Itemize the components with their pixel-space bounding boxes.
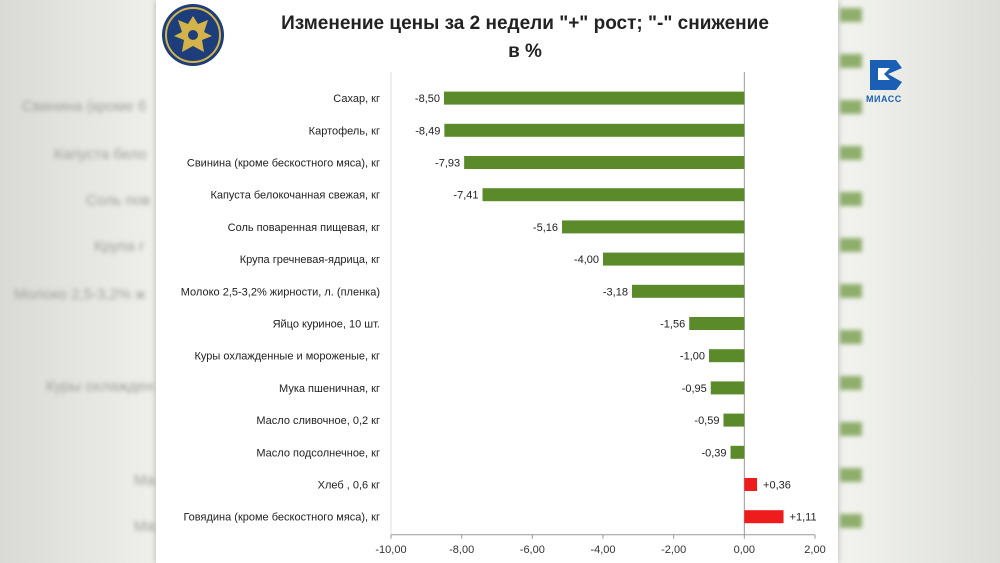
bar <box>689 317 745 330</box>
bar <box>482 188 745 202</box>
data-label: -8,50 <box>415 93 440 105</box>
bar <box>444 123 745 137</box>
ghost-label: Куры охлажден <box>46 378 154 395</box>
data-label: -0,59 <box>694 415 719 427</box>
bar <box>744 478 758 491</box>
ghost-bar <box>840 238 862 252</box>
bar <box>730 445 745 459</box>
ghost-bar <box>840 54 862 68</box>
data-label: -1,00 <box>680 351 705 363</box>
category-label: Мука пшеничная, кг <box>279 383 380 395</box>
x-tick-label: -4,00 <box>590 544 615 556</box>
x-tick-label: 0,00 <box>734 544 755 556</box>
ghost-bar <box>840 514 862 528</box>
channel-logo-text: МИАСС <box>866 94 902 104</box>
category-label: Сахар, кг <box>333 93 380 105</box>
ghost-bar <box>840 146 862 160</box>
ghost-label: Крупа г <box>94 238 145 255</box>
ghost-bar <box>840 284 862 298</box>
ghost-label: Ма <box>134 518 156 535</box>
bar <box>603 252 745 266</box>
ghost-bar <box>840 422 862 436</box>
chart-title-line2: в % <box>508 41 542 62</box>
bar <box>444 91 745 105</box>
data-label: -7,93 <box>435 158 460 170</box>
data-label: -0,95 <box>682 383 707 395</box>
data-label: +0,36 <box>763 480 791 492</box>
data-label: -3,18 <box>603 286 628 298</box>
data-label: -4,00 <box>574 254 599 266</box>
ghost-bar <box>840 8 862 22</box>
bar <box>464 156 745 169</box>
chart-title: Изменение цены за 2 недели "+" рост; "-"… <box>230 10 820 66</box>
ghost-bar <box>840 330 862 344</box>
x-tick-label: -2,00 <box>661 544 686 556</box>
category-label: Говядина (кроме бескостного мяса), кг <box>183 512 380 524</box>
category-label: Хлеб , 0,6 кг <box>318 480 380 492</box>
ghost-bar <box>840 100 862 114</box>
bar <box>744 510 784 524</box>
ghost-label: Капуста бело <box>54 146 147 163</box>
ghost-label: Соль пов <box>86 192 151 209</box>
x-tick-label: -8,00 <box>449 544 474 556</box>
data-label: -8,49 <box>415 125 440 137</box>
category-label: Крупа гречневая-ядрица, кг <box>240 254 380 266</box>
category-label: Свинина (кроме бескостного мяса), кг <box>187 158 380 170</box>
x-tick-label: 2,00 <box>804 544 825 556</box>
ghost-label: Молоко 2,5-3,2% ж <box>14 286 146 303</box>
category-label: Яйцо куриное, 10 шт. <box>273 319 380 331</box>
x-tick-label: -10,00 <box>375 544 406 556</box>
ghost-bar <box>840 192 862 206</box>
category-label: Капуста белокочанная свежая, кг <box>210 190 380 202</box>
bar <box>710 381 745 395</box>
x-tick-label: -6,00 <box>520 544 545 556</box>
category-label: Масло сливочное, 0,2 кг <box>256 415 380 427</box>
category-label: Куры охлажденные и мороженые, кг <box>194 351 380 363</box>
data-label: -7,41 <box>453 190 478 202</box>
data-label: -5,16 <box>533 222 558 234</box>
ghost-bar <box>840 468 862 482</box>
data-label: -1,56 <box>660 319 685 331</box>
ghost-label: Свинина (кроме б <box>22 98 147 115</box>
bar <box>723 413 745 427</box>
category-label: Соль поваренная пищевая, кг <box>228 222 380 234</box>
channel-logo-icon <box>870 60 902 90</box>
coat-of-arms-emblem <box>162 4 224 66</box>
category-label: Молоко 2,5-3,2% жирности, л. (пленка) <box>181 286 380 298</box>
bar <box>631 284 745 298</box>
chart-title-line1: Изменение цены за 2 недели "+" рост; "-"… <box>281 13 769 34</box>
data-label: -0,39 <box>701 447 726 459</box>
bar <box>562 220 745 234</box>
category-label: Масло подсолнечное, кг <box>256 447 380 459</box>
ghost-label: Ма <box>134 472 156 489</box>
data-label: +1,11 <box>790 512 817 524</box>
bar <box>709 349 745 363</box>
category-label: Картофель, кг <box>309 125 380 137</box>
ghost-bar <box>840 376 862 390</box>
